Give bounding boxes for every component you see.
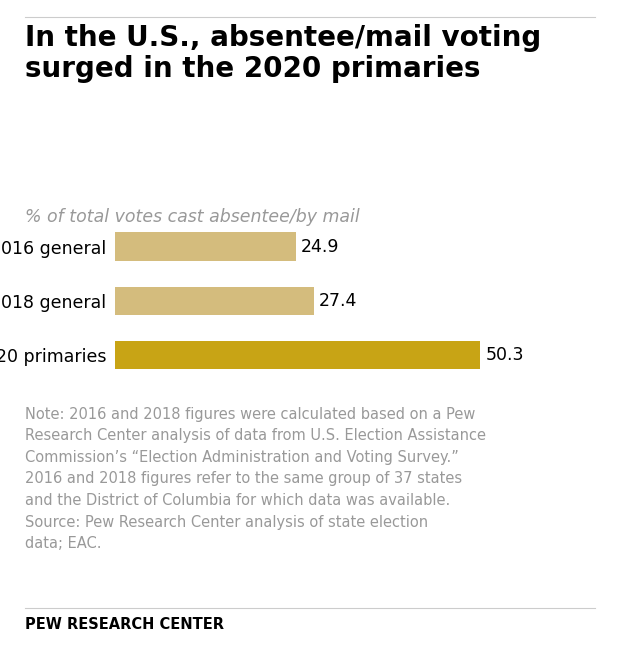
Text: % of total votes cast absentee/by mail: % of total votes cast absentee/by mail bbox=[25, 208, 360, 226]
Text: 50.3: 50.3 bbox=[485, 346, 524, 364]
Text: 24.9: 24.9 bbox=[301, 238, 339, 255]
Text: In the U.S., absentee/mail voting
surged in the 2020 primaries: In the U.S., absentee/mail voting surged… bbox=[25, 24, 541, 83]
Text: Note: 2016 and 2018 figures were calculated based on a Pew
Research Center analy: Note: 2016 and 2018 figures were calcula… bbox=[25, 407, 486, 551]
Bar bbox=[115, 287, 314, 314]
Bar bbox=[115, 341, 481, 369]
Text: 27.4: 27.4 bbox=[319, 292, 357, 310]
Bar bbox=[115, 233, 296, 261]
Text: PEW RESEARCH CENTER: PEW RESEARCH CENTER bbox=[25, 617, 224, 632]
